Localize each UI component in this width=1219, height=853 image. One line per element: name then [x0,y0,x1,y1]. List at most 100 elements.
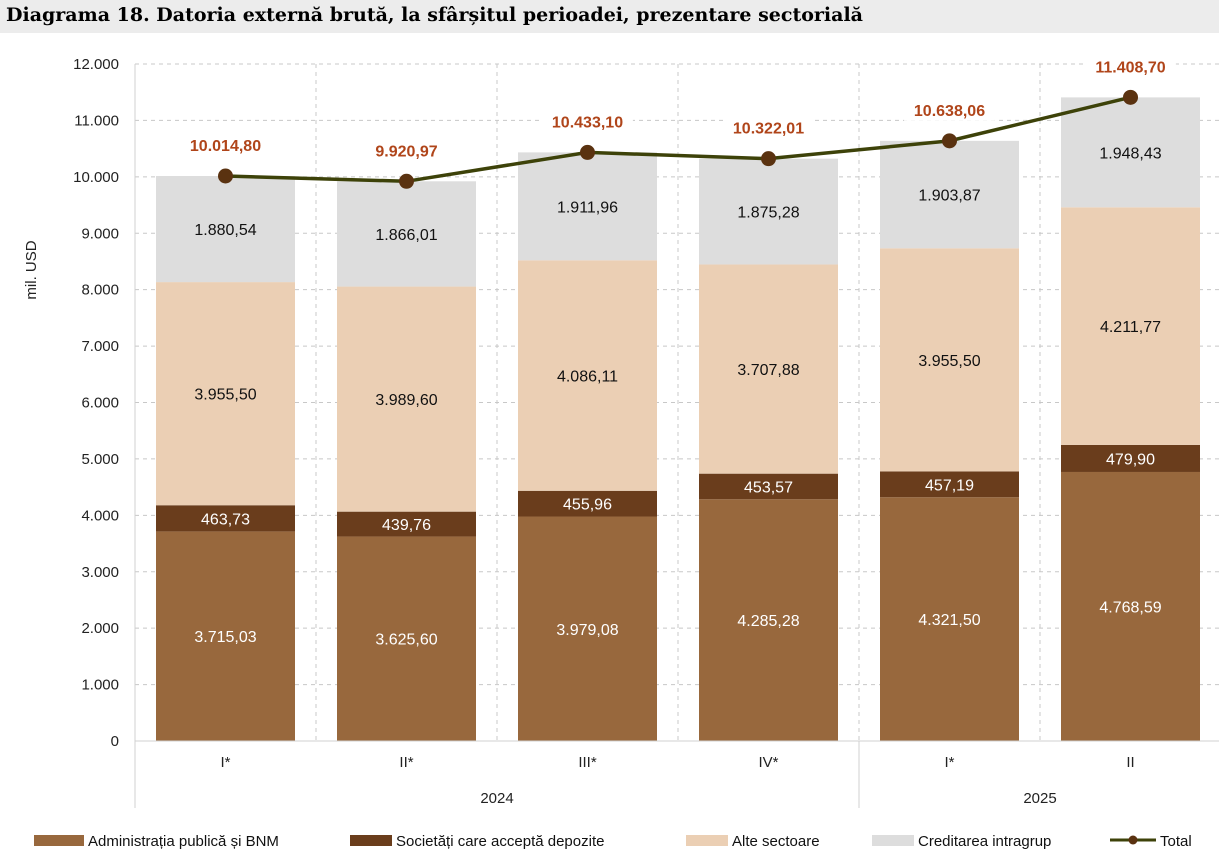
bar-segment-deposit [1061,444,1200,472]
title-bar: Diagrama 18. Datoria externă brută, la s… [0,0,1219,33]
y-tick-label: 12.000 [73,56,119,73]
bar-segment-other [1061,207,1200,445]
legend-other-label: Alte sectoare [732,833,820,850]
x-tick-label: IV* [758,754,778,771]
data-label: 1.880,54 [194,222,256,239]
legend-deposit-swatch [350,835,392,846]
y-tick-label: 1.000 [81,677,119,694]
data-label: 439,76 [382,517,431,534]
x-tick-label: I* [220,754,230,771]
legend-deposit-label: Societăți care acceptă depozite [396,833,604,850]
bar-segment-admin [1061,471,1200,741]
y-tick-label: 4.000 [81,507,119,524]
bar-segment-other [156,282,295,506]
axes: 0 1.000 2.000 3.000 4.000 5.000 6.000 7.000 8.00… [23,56,1219,808]
y-tick-label: 5.000 [81,451,119,468]
data-label: 3.707,88 [737,362,799,379]
data-label: 3.625,60 [375,632,437,649]
bar-segment-other [337,286,476,512]
x-tick-label: II* [399,754,413,771]
total-label-bg [723,116,814,139]
total-label: 10.638,06 [914,103,985,120]
bar-segment-intragroup [699,158,838,265]
y-tick-label: 11.000 [74,112,119,129]
y-axis-title: mil. USD [23,240,40,299]
total-marker [399,173,414,189]
bar-segment-deposit [156,505,295,532]
bar-segment-intragroup [337,181,476,287]
bars: 3.715,03 463,73 3.955,50 1.880,54 3.625,60 43… [156,97,1200,741]
legend: Administrația publică și BNM Societăți ca… [34,833,1192,850]
total-line-group: 10.014,80 9.920,97 10.433,10 10.322,01 10.63… [180,55,1176,189]
total-label: 10.322,01 [733,121,804,138]
data-label: 1.875,28 [737,205,799,222]
bar-segment-deposit [880,471,1019,498]
x-tick-label: II [1126,754,1134,771]
data-label: 3.989,60 [375,392,437,409]
data-label: 1.948,43 [1099,145,1161,162]
data-label: 4.285,28 [737,613,799,630]
y-tick-label: 9.000 [81,225,119,242]
legend-intragroup-swatch [872,835,914,846]
total-label-bg [1085,55,1176,78]
bar-segment-admin [337,536,476,741]
legend-intragroup-label: Creditarea intragrup [918,833,1051,850]
data-label: 1.903,87 [918,188,980,205]
bar-segment-other [880,248,1019,472]
total-marker [580,144,595,160]
data-label: 4.321,50 [918,612,980,629]
total-label: 9.920,97 [375,143,437,160]
data-label: 3.715,03 [194,629,256,646]
page-title: Diagrama 18. Datoria externă brută, la s… [6,4,863,26]
bar-segment-admin [156,531,295,741]
data-label: 457,19 [925,477,974,494]
data-label: 4.768,59 [1099,599,1161,616]
bar-segment-deposit [337,511,476,537]
total-line [225,95,1131,184]
bar-segment-admin [880,497,1019,741]
data-label: 1.911,96 [557,199,618,216]
legend-admin-label: Administrația publică și BNM [88,833,279,850]
gridlines [135,63,1219,741]
legend-admin-swatch [34,835,84,846]
total-label-bg [365,139,448,162]
y-tick-label: 3.000 [81,564,119,581]
bar-segment-admin [699,499,838,741]
data-label: 4.086,11 [557,369,618,386]
legend-total-label: Total [1160,833,1192,850]
legend-total-marker [1128,835,1138,845]
bar-segment-admin [518,516,657,741]
year-label: 2024 [480,790,513,807]
data-label: 3.955,50 [194,387,256,404]
data-label: 3.955,50 [918,353,980,370]
total-label: 10.433,10 [552,114,623,131]
data-label: 453,57 [744,479,793,496]
total-label: 11.408,70 [1095,59,1165,76]
y-tick-label: 2.000 [81,620,119,637]
total-label: 10.014,80 [190,138,261,155]
data-label: 463,73 [201,511,250,528]
total-marker [1123,89,1138,105]
total-label-bg [180,133,271,156]
year-label: 2025 [1023,790,1056,807]
data-label: 1.866,01 [375,227,437,244]
total-label-bg [904,98,995,121]
bar-segment-other [699,264,838,474]
y-tick-label: 10.000 [73,169,119,186]
y-tick-label: 7.000 [81,338,119,355]
y-tick-label: 6.000 [81,395,119,412]
bar-segment-deposit [699,473,838,500]
y-tick-label: 8.000 [81,282,119,299]
bar-segment-other [518,260,657,491]
data-label: 455,96 [563,497,612,514]
bar-segment-intragroup [518,152,657,261]
total-marker [218,168,233,184]
data-label: 3.979,08 [556,622,618,639]
x-tick-label: III* [578,754,597,771]
x-tick-label: I* [944,754,954,771]
bar-segment-intragroup [156,175,295,283]
total-label-bg [542,110,633,133]
bar-segment-intragroup [1061,97,1200,208]
legend-other-swatch [686,835,728,846]
